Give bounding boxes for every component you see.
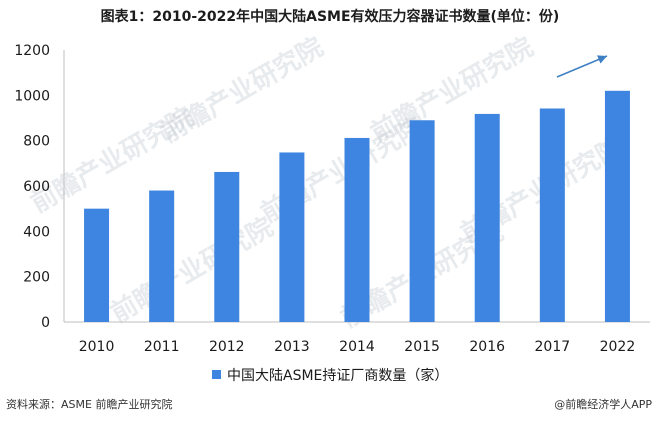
x-tick-label: 2010 bbox=[79, 339, 115, 355]
y-tick-label: 400 bbox=[23, 224, 50, 240]
bar bbox=[604, 90, 630, 322]
x-tick-label: 2011 bbox=[144, 339, 180, 355]
brand-label: @前瞻经济学人APP bbox=[554, 398, 652, 411]
legend-swatch bbox=[212, 370, 221, 379]
x-tick-label: 2016 bbox=[469, 339, 505, 355]
bar bbox=[279, 152, 305, 322]
bar bbox=[474, 113, 500, 322]
source-note: 资料来源：ASME 前瞻产业研究院 bbox=[6, 398, 173, 411]
x-tick-label: 2017 bbox=[535, 339, 571, 355]
bar bbox=[84, 208, 110, 322]
legend-label: 中国大陆ASME持证厂商数量（家） bbox=[227, 367, 448, 384]
y-tick-label: 600 bbox=[23, 179, 50, 195]
y-tick-label: 1000 bbox=[14, 88, 50, 104]
x-tick-label: 2014 bbox=[339, 339, 375, 355]
trend-arrow bbox=[556, 55, 608, 78]
y-tick-label: 1200 bbox=[14, 43, 50, 59]
bar bbox=[409, 120, 435, 323]
x-tick-label: 2015 bbox=[404, 339, 440, 355]
bar bbox=[539, 108, 565, 322]
bar bbox=[344, 137, 370, 322]
y-tick-label: 800 bbox=[23, 134, 50, 150]
x-tick-label: 2022 bbox=[600, 339, 636, 355]
y-tick-label: 200 bbox=[23, 270, 50, 286]
bar bbox=[149, 190, 175, 322]
x-tick-label: 2012 bbox=[209, 339, 245, 355]
y-tick-label: 0 bbox=[41, 315, 50, 331]
bar bbox=[214, 171, 240, 322]
chart-title: 图表1：2010-2022年中国大陆ASME有效压力容器证书数量(单位：份) bbox=[100, 9, 560, 25]
x-tick-label: 2013 bbox=[274, 339, 310, 355]
